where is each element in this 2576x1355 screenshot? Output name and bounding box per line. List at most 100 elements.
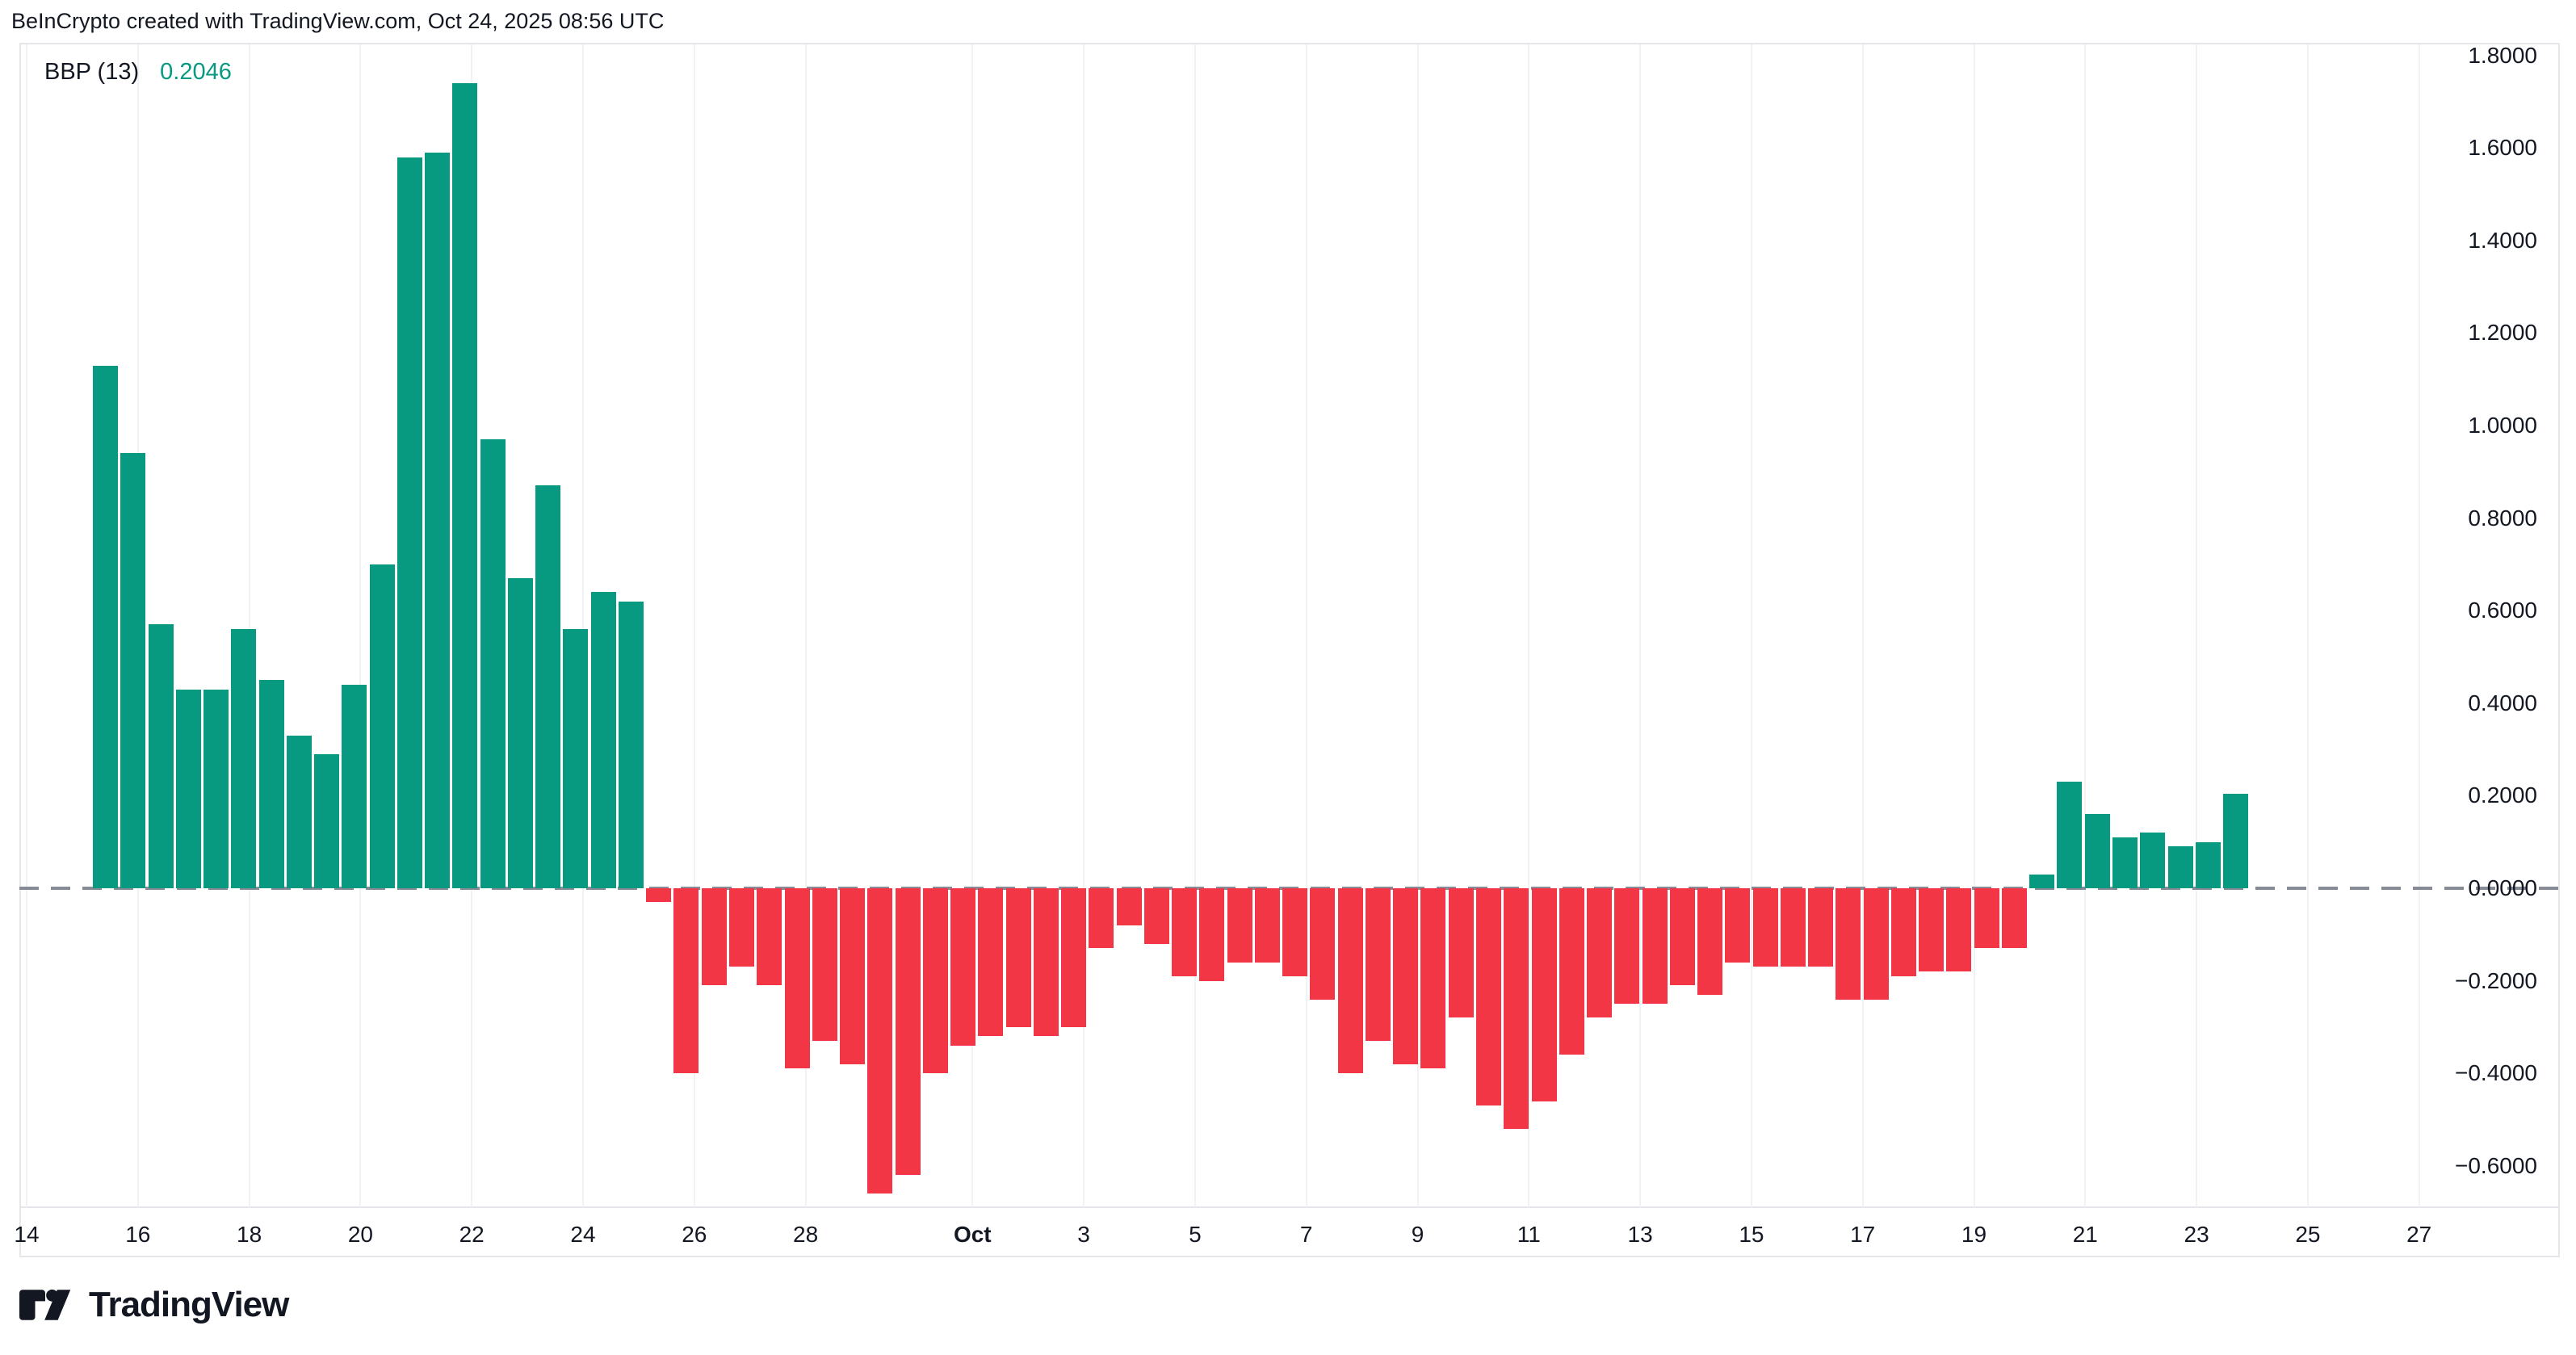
x-axis-tick-label: 16 [125, 1222, 151, 1247]
y-axis-tick-label: −0.6000 [2455, 1152, 2537, 1178]
bbp-bar-negative [978, 888, 1004, 1037]
bbp-bar-negative [784, 888, 810, 1069]
bbp-bar-negative [1890, 888, 1916, 976]
bbp-bar-positive [231, 629, 257, 888]
y-axis-tick-label: 1.4000 [2468, 227, 2537, 253]
bbp-bar-negative [1669, 888, 1695, 986]
bbp-bar-positive [258, 680, 284, 888]
y-axis-tick-label: 1.6000 [2468, 135, 2537, 161]
bbp-bar-negative [1089, 888, 1114, 949]
bbp-bar-positive [618, 601, 644, 888]
frame-right-line [2558, 43, 2560, 1257]
bbp-bar-negative [1282, 888, 1308, 976]
x-axis-tick-label: 22 [459, 1222, 485, 1247]
bbp-bar-negative [701, 888, 727, 986]
bbp-bar-positive [2195, 841, 2221, 888]
bbp-bar-positive [2112, 837, 2138, 888]
bbp-bar-positive [590, 592, 616, 888]
bbp-bar-negative [1697, 888, 1723, 995]
x-axis-tick-label: 25 [2295, 1222, 2321, 1247]
bbp-bar-negative [1448, 888, 1474, 1018]
x-axis-tick-label: 14 [14, 1222, 40, 1247]
bbp-bar-positive [93, 365, 118, 888]
y-axis-tick-label: 0.6000 [2468, 598, 2537, 623]
bbp-bar-negative [1863, 888, 1889, 1000]
bbp-bar-positive [563, 629, 589, 888]
bbp-bar-negative [1254, 888, 1280, 963]
bbp-bar-negative [1420, 888, 1446, 1069]
bbp-bar-positive [148, 624, 174, 888]
bbp-bar-negative [1310, 888, 1336, 1000]
x-axis-tick-label: 27 [2406, 1222, 2432, 1247]
day-gridline [2084, 44, 2087, 1207]
bbp-bar-negative [1808, 888, 1834, 967]
day-gridline [2306, 44, 2309, 1207]
bbp-bar-negative [1836, 888, 1861, 1000]
day-gridline [971, 44, 974, 1207]
x-axis-tick-label: 20 [347, 1222, 373, 1247]
day-gridline [804, 44, 807, 1207]
day-gridline [582, 44, 584, 1207]
bbp-bar-negative [1614, 888, 1640, 1005]
bbp-bar-positive [480, 439, 506, 888]
y-axis-tick-label: 0.0000 [2468, 875, 2537, 900]
bbp-bar-negative [1946, 888, 1972, 972]
x-axis-tick-label: 17 [1850, 1222, 1876, 1247]
bbp-bar-positive [2029, 874, 2055, 888]
y-axis-tick-label: 0.2000 [2468, 782, 2537, 808]
bbp-bar-negative [1005, 888, 1031, 1027]
bbp-bar-positive [175, 689, 201, 888]
frame-top-line [19, 43, 2560, 44]
bbp-bar-negative [1531, 888, 1557, 1101]
x-axis-tick-label: 11 [1517, 1222, 1541, 1247]
day-gridline [693, 44, 695, 1207]
bbp-bar-negative [1227, 888, 1252, 963]
y-axis-tick-label: 1.2000 [2468, 320, 2537, 346]
day-gridline [1750, 44, 1752, 1207]
bbp-bar-negative [2001, 888, 2027, 949]
bbp-bar-negative [646, 888, 672, 903]
y-axis-tick-label: −0.2000 [2455, 967, 2537, 993]
bbp-bar-positive [396, 157, 422, 888]
day-gridline [1416, 44, 1419, 1207]
bbp-bar-negative [728, 888, 754, 967]
indicator-name: BBP (13) [44, 59, 140, 85]
x-axis-tick-label: 24 [570, 1222, 596, 1247]
bbp-bar-negative [1199, 888, 1225, 981]
bbp-bar-negative [1172, 888, 1198, 976]
day-gridline [1083, 44, 1085, 1207]
x-axis-tick-label: 21 [2072, 1222, 2098, 1247]
bbp-bar-positive [2140, 833, 2166, 888]
day-gridline [1305, 44, 1307, 1207]
bbp-bar-negative [1587, 888, 1613, 1018]
indicator-value: 0.2046 [160, 59, 232, 85]
bbp-bar-negative [840, 888, 866, 1064]
day-gridline [359, 44, 362, 1207]
bbp-bar-positive [425, 152, 451, 888]
bbp-bar-negative [1504, 888, 1529, 1129]
x-axis-tick-label: 28 [793, 1222, 819, 1247]
x-axis-tick-label: 9 [1411, 1222, 1424, 1247]
bbp-bar-positive [203, 689, 229, 888]
indicator-legend: BBP (13) 0.2046 [44, 58, 232, 86]
bbp-bar-positive [286, 735, 312, 888]
bbp-bar-negative [812, 888, 837, 1042]
frame-left-line [19, 43, 21, 1257]
y-axis-tick-label: 1.8000 [2468, 42, 2537, 68]
bbp-bar-positive [452, 82, 478, 888]
tradingview-logo[interactable]: TradingView [19, 1285, 289, 1324]
x-axis-tick-label: 18 [237, 1222, 262, 1247]
bbp-bar-positive [369, 564, 395, 888]
x-axis-tick-label: 3 [1077, 1222, 1090, 1247]
bbp-bar-negative [1033, 888, 1059, 1037]
x-axis-tick-label: Oct [953, 1222, 992, 1247]
bbp-bar-positive [535, 485, 561, 888]
tradingview-wordmark: TradingView [89, 1285, 289, 1324]
bbp-bar-negative [1116, 888, 1142, 925]
y-axis-tick-label: 0.4000 [2468, 690, 2537, 715]
bbp-bar-negative [1780, 888, 1806, 967]
day-gridline [1861, 44, 1864, 1207]
day-gridline [1639, 44, 1642, 1207]
x-axis-tick-label: 7 [1299, 1222, 1313, 1247]
